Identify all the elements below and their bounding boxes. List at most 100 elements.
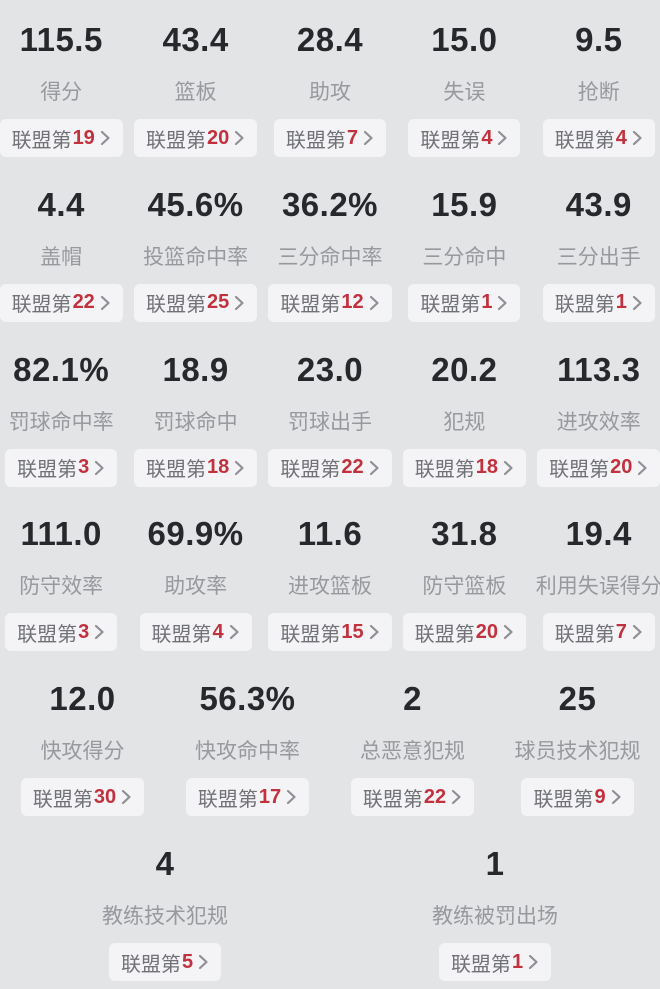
rank-number: 1 <box>481 291 493 314</box>
stat-label: 总恶意犯规 <box>360 740 465 764</box>
league-rank-badge[interactable]: 联盟第 9 <box>521 778 634 817</box>
league-rank-badge[interactable]: 联盟第 5 <box>108 943 222 982</box>
league-rank-badge[interactable]: 联盟第 30 <box>20 778 145 817</box>
rank-prefix-label: 联盟第 <box>414 623 475 646</box>
stat-label: 利用失误得分 <box>535 575 660 599</box>
chevron-right-icon <box>452 790 461 805</box>
stat-value: 11.6 <box>297 515 363 553</box>
stats-row: 115.5 得分 联盟第 19 43.4 篮板 联盟第 20 28.4 助攻 联盟第… <box>0 0 660 165</box>
rank-prefix-label: 联盟第 <box>549 459 610 482</box>
chevron-right-icon <box>498 130 508 146</box>
stat-value: 2 <box>403 680 422 718</box>
rank-prefix-label: 联盟第 <box>285 129 346 152</box>
rank-number: 9 <box>594 785 606 808</box>
stats-row: 4.4 盖帽 联盟第 22 45.6% 投篮命中率 联盟第 25 36.2% 三分命… <box>0 165 660 330</box>
rank-number: 3 <box>78 620 90 643</box>
stat-label: 三分命中 <box>422 245 507 269</box>
stat-value: 36.2% <box>281 185 379 223</box>
rank-prefix-label: 联盟第 <box>17 623 78 646</box>
stat-value: 4 <box>155 845 175 883</box>
league-rank-badge[interactable]: 联盟第 18 <box>402 448 527 487</box>
stat-label: 快攻命中率 <box>195 740 300 764</box>
stat-card: 36.2% 三分命中率 联盟第 12 <box>263 165 397 330</box>
stat-label: 篮板 <box>174 81 217 104</box>
stat-card: 1 教练被罚出场 联盟第 1 <box>330 824 660 989</box>
rank-prefix-label: 联盟第 <box>420 129 481 152</box>
rank-number: 18 <box>206 456 230 479</box>
league-rank-badge[interactable]: 联盟第 1 <box>438 943 552 982</box>
chevron-right-icon <box>95 625 104 640</box>
stat-card: 2 总恶意犯规 联盟第 22 <box>330 659 495 824</box>
stat-value: 45.6% <box>147 185 244 223</box>
rank-prefix-label: 联盟第 <box>554 129 615 152</box>
stat-value: 20.2 <box>431 350 498 388</box>
stat-card: 18.9 罚球命中 联盟第 18 <box>128 330 262 495</box>
league-rank-badge[interactable]: 联盟第 18 <box>133 448 258 487</box>
rank-prefix-label: 联盟第 <box>11 294 72 317</box>
chevron-right-icon <box>632 295 642 310</box>
league-rank-badge[interactable]: 联盟第 22 <box>268 448 392 487</box>
league-rank-badge[interactable]: 联盟第 25 <box>133 283 258 322</box>
stat-value: 28.4 <box>296 21 364 58</box>
stat-card: 82.1% 罚球命中率 联盟第 3 <box>0 330 128 495</box>
stat-card: 43.4 篮板 联盟第 20 <box>128 0 262 165</box>
chevron-right-icon <box>528 955 538 970</box>
league-rank-badge[interactable]: 联盟第 3 <box>5 448 118 487</box>
league-rank-badge[interactable]: 联盟第 22 <box>350 778 475 817</box>
rank-number: 18 <box>475 456 499 479</box>
chevron-right-icon <box>498 295 508 310</box>
rank-prefix-label: 联盟第 <box>280 459 341 482</box>
league-rank-badge[interactable]: 联盟第 20 <box>402 613 527 652</box>
rank-prefix-label: 联盟第 <box>145 294 206 317</box>
league-rank-badge[interactable]: 联盟第 3 <box>5 613 118 652</box>
league-rank-badge[interactable]: 联盟第 17 <box>185 778 310 817</box>
chevron-right-icon <box>611 790 621 805</box>
league-rank-badge[interactable]: 联盟第 1 <box>408 283 521 322</box>
stat-label: 球员技术犯规 <box>514 740 641 764</box>
chevron-right-icon <box>287 790 296 805</box>
stat-card: 19.4 利用失误得分 联盟第 7 <box>532 494 660 659</box>
rank-prefix-label: 联盟第 <box>145 129 206 152</box>
stat-card: 25 球员技术犯规 联盟第 9 <box>495 659 660 824</box>
rank-number: 4 <box>212 620 224 643</box>
league-rank-badge[interactable]: 联盟第 20 <box>133 119 258 157</box>
league-rank-badge[interactable]: 联盟第 15 <box>268 613 392 652</box>
rank-number: 30 <box>93 785 117 808</box>
league-rank-badge[interactable]: 联盟第 4 <box>139 613 252 652</box>
stat-label: 进攻篮板 <box>287 575 372 599</box>
league-rank-badge[interactable]: 联盟第 4 <box>408 119 521 157</box>
rank-prefix-label: 联盟第 <box>120 953 181 976</box>
chevron-right-icon <box>229 625 239 640</box>
rank-number: 15 <box>341 620 364 643</box>
league-rank-badge[interactable]: 联盟第 1 <box>542 283 655 322</box>
rank-number: 20 <box>206 126 230 149</box>
stat-label: 助攻率 <box>164 575 228 599</box>
stat-value: 18.9 <box>162 350 229 388</box>
league-rank-badge[interactable]: 联盟第 20 <box>537 448 660 487</box>
league-rank-badge[interactable]: 联盟第 7 <box>273 119 387 157</box>
chevron-right-icon <box>198 955 208 970</box>
rank-number: 5 <box>181 950 194 973</box>
chevron-right-icon <box>100 295 110 310</box>
chevron-right-icon <box>235 460 244 475</box>
league-rank-badge[interactable]: 联盟第 7 <box>542 613 655 652</box>
stat-label: 抢断 <box>577 81 620 104</box>
stat-value: 43.9 <box>565 185 632 223</box>
stat-card: 56.3% 快攻命中率 联盟第 17 <box>165 659 330 824</box>
stat-value: 15.9 <box>431 185 498 223</box>
stat-label: 助攻 <box>308 81 351 104</box>
stat-card: 11.6 进攻篮板 联盟第 15 <box>263 494 397 659</box>
league-rank-badge[interactable]: 联盟第 19 <box>0 119 123 157</box>
stat-label: 失误 <box>443 81 486 104</box>
stat-value: 4.4 <box>37 185 85 223</box>
stat-label: 防守篮板 <box>422 575 507 599</box>
league-rank-badge[interactable]: 联盟第 12 <box>268 283 392 322</box>
league-rank-badge[interactable]: 联盟第 4 <box>542 119 655 157</box>
stat-value: 31.8 <box>431 515 498 553</box>
rank-prefix-label: 联盟第 <box>554 294 615 317</box>
stat-value: 25 <box>558 680 597 718</box>
stat-label: 快攻得分 <box>40 740 125 764</box>
rank-number: 20 <box>475 620 499 643</box>
stat-value: 115.5 <box>19 21 103 58</box>
league-rank-badge[interactable]: 联盟第 22 <box>0 283 123 322</box>
